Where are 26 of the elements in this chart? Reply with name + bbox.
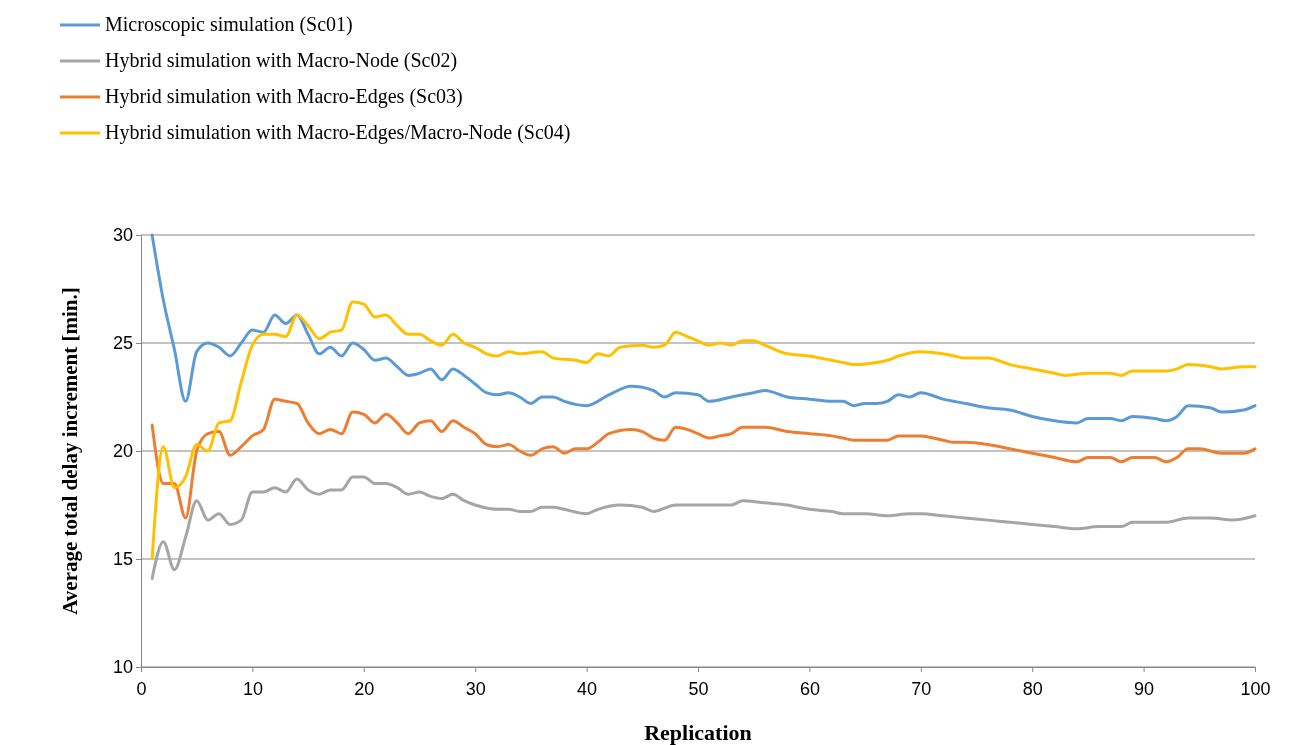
x-tick-label: 100 — [1240, 678, 1271, 699]
line-series — [150, 397, 1257, 520]
y-tick-label: 20 — [112, 441, 133, 462]
x-tick-label: 40 — [577, 678, 598, 699]
x-tick-label: 30 — [465, 678, 486, 699]
legend-label: Hybrid simulation with Macro-Edges/Macro-Node (Sc04) — [105, 121, 571, 144]
legend-label: Microscopic simulation (Sc01) — [105, 13, 353, 36]
y-tick-label: 30 — [112, 225, 133, 246]
x-tick-label: 90 — [1134, 678, 1155, 699]
x-axis-title: Replication — [644, 720, 752, 745]
x-tick-label: 0 — [136, 678, 147, 699]
x-tick-label: 50 — [688, 678, 709, 699]
x-tick-label: 60 — [799, 678, 820, 699]
line-series — [150, 475, 1257, 580]
y-tick-label: 10 — [112, 657, 133, 678]
y-tick-label: 15 — [112, 549, 133, 570]
line-series — [150, 300, 1257, 561]
line-series — [150, 233, 1257, 425]
legend-label: Hybrid simulation with Macro-Edges (Sc03) — [105, 85, 463, 108]
y-tick-label: 25 — [112, 333, 133, 354]
legend-label: Hybrid simulation with Macro-Node (Sc02) — [105, 49, 458, 72]
x-tick-label: 20 — [354, 678, 375, 699]
y-axis-title: Average total delay increment [min.] — [58, 287, 82, 615]
x-tick-label: 70 — [911, 678, 932, 699]
x-tick-label: 10 — [242, 678, 263, 699]
x-tick-label: 80 — [1022, 678, 1043, 699]
